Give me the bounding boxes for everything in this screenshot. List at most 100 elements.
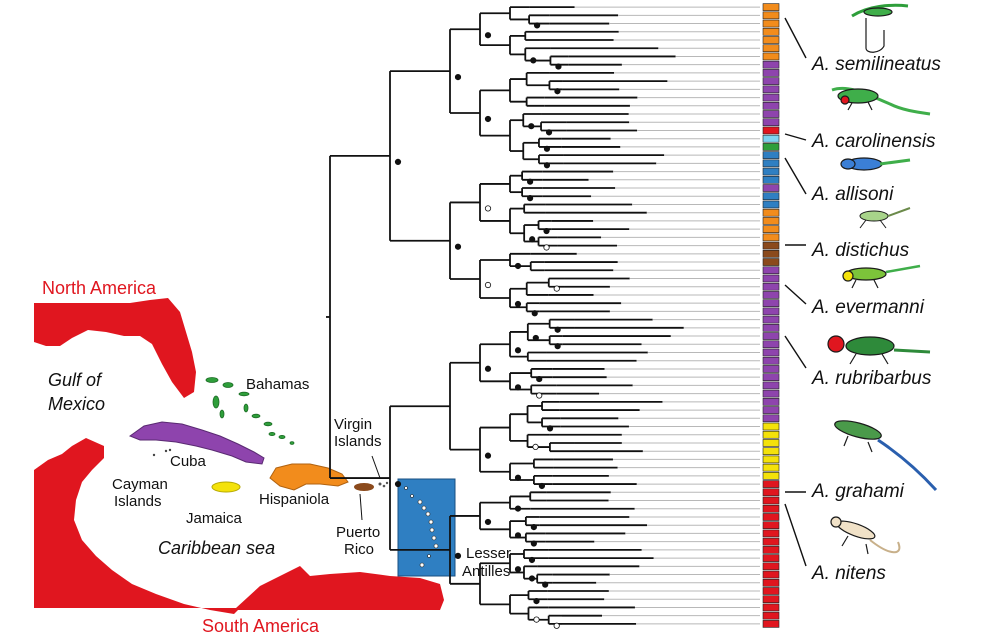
puerto-rico-leader (359, 493, 363, 521)
tip-color-box (762, 422, 780, 431)
gulf-label-line1: Gulf of (48, 370, 103, 390)
tip-color-box (762, 472, 780, 480)
tip-color-box (762, 27, 780, 36)
tip-color-box (762, 570, 780, 579)
tip-color-box (762, 258, 780, 266)
tip-color-box (762, 521, 780, 530)
node-support-dot (533, 22, 541, 29)
species-label-rubribarbus: A. rubribarbus (811, 368, 932, 389)
lizard-carolinensis-icon (831, 87, 931, 116)
lizard-grahami-icon (834, 420, 938, 492)
lizard-allisoni-icon (840, 157, 911, 171)
bahamas-label: Bahamas (246, 376, 309, 393)
hispaniola-label: Hispaniola (259, 491, 330, 508)
node-support-dot (514, 300, 522, 308)
tip-color-box (762, 389, 780, 398)
tip-color-box (762, 151, 780, 159)
node-support-dot (514, 532, 522, 539)
tip-color-box (762, 463, 780, 472)
tip-color-box (762, 225, 780, 233)
jamaica-island (211, 481, 241, 493)
evermanni-leader (784, 284, 807, 305)
tip-color-box (762, 381, 780, 390)
tip-color-box (762, 110, 780, 118)
node-support-dot (394, 480, 402, 488)
lizard-rubribarbus-icon (827, 335, 931, 365)
node-support-dot (538, 482, 546, 490)
tip-color-box (762, 513, 780, 521)
puerto-rico-label-line1: Puerto (336, 524, 380, 541)
node-support-dot (454, 552, 462, 559)
tip-color-box (762, 266, 780, 275)
tip-color-box (762, 365, 780, 373)
tip-color-box (762, 77, 780, 85)
node-support-dot (484, 115, 492, 123)
tip-color-box (762, 414, 780, 423)
puerto-rico-label-line2: Rico (344, 541, 374, 558)
tip-color-box (762, 184, 780, 192)
rubribarbus-leader (784, 335, 807, 369)
virgin-islands-label-line1: Virgin (334, 416, 372, 433)
species-label-grahami: A. grahami (811, 481, 905, 502)
node-support-dot (536, 392, 543, 399)
species-label-semilineatus: A. semilineatus (811, 54, 941, 75)
node-support-dot (514, 505, 522, 512)
hispaniola-island (269, 463, 349, 491)
node-support-dot (545, 129, 553, 136)
tip-color-box (762, 44, 780, 53)
tip-color-box (762, 315, 780, 324)
tip-color-box (762, 85, 780, 94)
node-support-dot (484, 452, 492, 459)
node-support-dot (543, 227, 550, 235)
node-support-dot (529, 236, 536, 243)
node-support-dot (514, 474, 522, 481)
tip-color-box (762, 348, 780, 357)
tip-color-box (762, 282, 780, 291)
node-support-dot (528, 123, 535, 130)
nitens-leader (784, 503, 807, 567)
species-annotations (784, 17, 807, 567)
tip-color-box (762, 373, 780, 381)
tip-color-box (762, 307, 780, 316)
node-support-dot (528, 575, 536, 582)
tip-color-box (762, 52, 780, 61)
tip-color-box (762, 299, 780, 307)
tip-color-box (762, 11, 780, 20)
tip-color-box (762, 620, 780, 628)
virgin-islands-label-line2: Islands (334, 433, 382, 450)
node-support-dot (532, 334, 539, 342)
lesser-antilles-inset (397, 478, 456, 577)
node-support-dot (484, 32, 492, 39)
node-support-dot (484, 281, 492, 289)
node-support-dot (514, 566, 522, 573)
tip-color-box (762, 101, 780, 110)
node-support-dot (554, 343, 561, 350)
node-support-dot (533, 616, 540, 623)
carolinensis-leader (784, 133, 807, 141)
node-support-dot (554, 88, 561, 95)
lesser-antilles-label-line1: Lesser (466, 545, 511, 562)
tip-color-box (762, 398, 780, 406)
tip-color-box (762, 430, 780, 439)
tip-color-box (762, 496, 780, 505)
central-america-landmass (34, 438, 240, 614)
node-support-dot (533, 598, 540, 605)
lizard-nitens-icon (830, 516, 901, 555)
node-support-dot (553, 285, 560, 292)
tip-color-box (762, 611, 780, 620)
tip-color-box (762, 488, 780, 497)
node-support-dot (514, 262, 522, 270)
lizard-semilineatus-icon (851, 3, 909, 53)
node-support-dot (542, 581, 549, 588)
phylogenetic-tree (326, 6, 760, 629)
tip-color-box (762, 603, 780, 612)
tip-color-box (762, 126, 780, 135)
tip-color-box (762, 143, 780, 151)
tip-color-box (762, 233, 780, 242)
node-support-dot (514, 347, 522, 354)
south-america-label: South America (202, 616, 320, 636)
tip-color-box (762, 167, 780, 176)
tip-color-box (762, 504, 780, 513)
node-support-dot (454, 243, 462, 250)
